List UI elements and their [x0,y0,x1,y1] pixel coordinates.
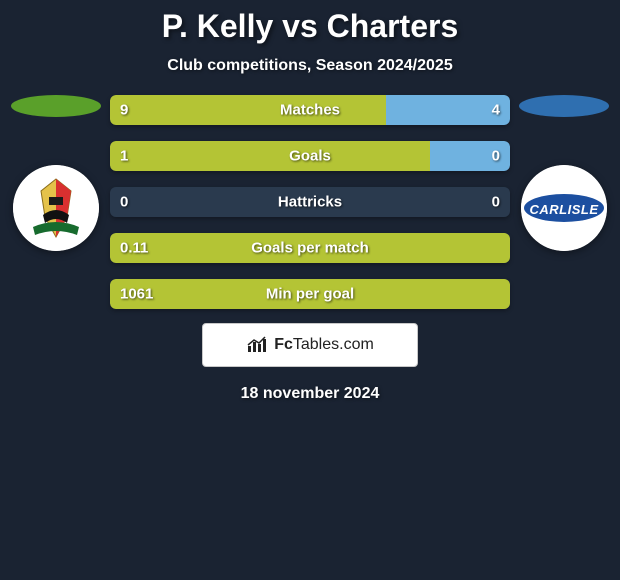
stat-label: Goals [289,148,331,165]
stat-row: 1 Goals 0 [110,141,510,171]
right-value: 4 [492,102,500,119]
stat-label: Hattricks [278,194,342,211]
left-value: 0 [120,194,128,211]
stat-label: Matches [280,102,340,119]
chart-icon [246,336,268,354]
left-color-marker [11,95,101,117]
left-team-column [6,95,106,251]
carlisle-crest-icon: CARLISLE [521,165,607,251]
left-fill [110,95,386,125]
brand-badge[interactable]: FcTables.com [202,323,418,367]
doncaster-crest-icon [13,165,99,251]
brand-text: FcTables.com [274,336,374,354]
stat-row: 0 Hattricks 0 [110,187,510,217]
left-fill [110,141,430,171]
right-team-column: CARLISLE [514,95,614,251]
comparison-area: 9 Matches 4 1 Goals 0 0 Hattricks 0 0.11 Goals per… [0,95,620,309]
comparison-card: P. Kelly vs Charters Club competitions, … [0,0,620,403]
left-team-crest[interactable] [13,165,99,251]
right-value: 0 [492,194,500,211]
subtitle: Club competitions, Season 2024/2025 [0,57,620,75]
stat-row: 9 Matches 4 [110,95,510,125]
date-text: 18 november 2024 [0,385,620,403]
left-value: 0.11 [120,240,148,257]
stat-rows: 9 Matches 4 1 Goals 0 0 Hattricks 0 0.11 Goals per… [106,95,514,309]
stat-label: Min per goal [266,286,354,303]
right-color-marker [519,95,609,117]
page-title: P. Kelly vs Charters [0,8,620,45]
left-value: 1061 [120,286,153,303]
svg-text:CARLISLE: CARLISLE [530,202,599,217]
right-value: 0 [492,148,500,165]
stat-row: 0.11 Goals per match [110,233,510,263]
right-team-crest[interactable]: CARLISLE [521,165,607,251]
left-value: 1 [120,148,128,165]
stat-label: Goals per match [251,240,369,257]
stat-row: 1061 Min per goal [110,279,510,309]
left-value: 9 [120,102,128,119]
